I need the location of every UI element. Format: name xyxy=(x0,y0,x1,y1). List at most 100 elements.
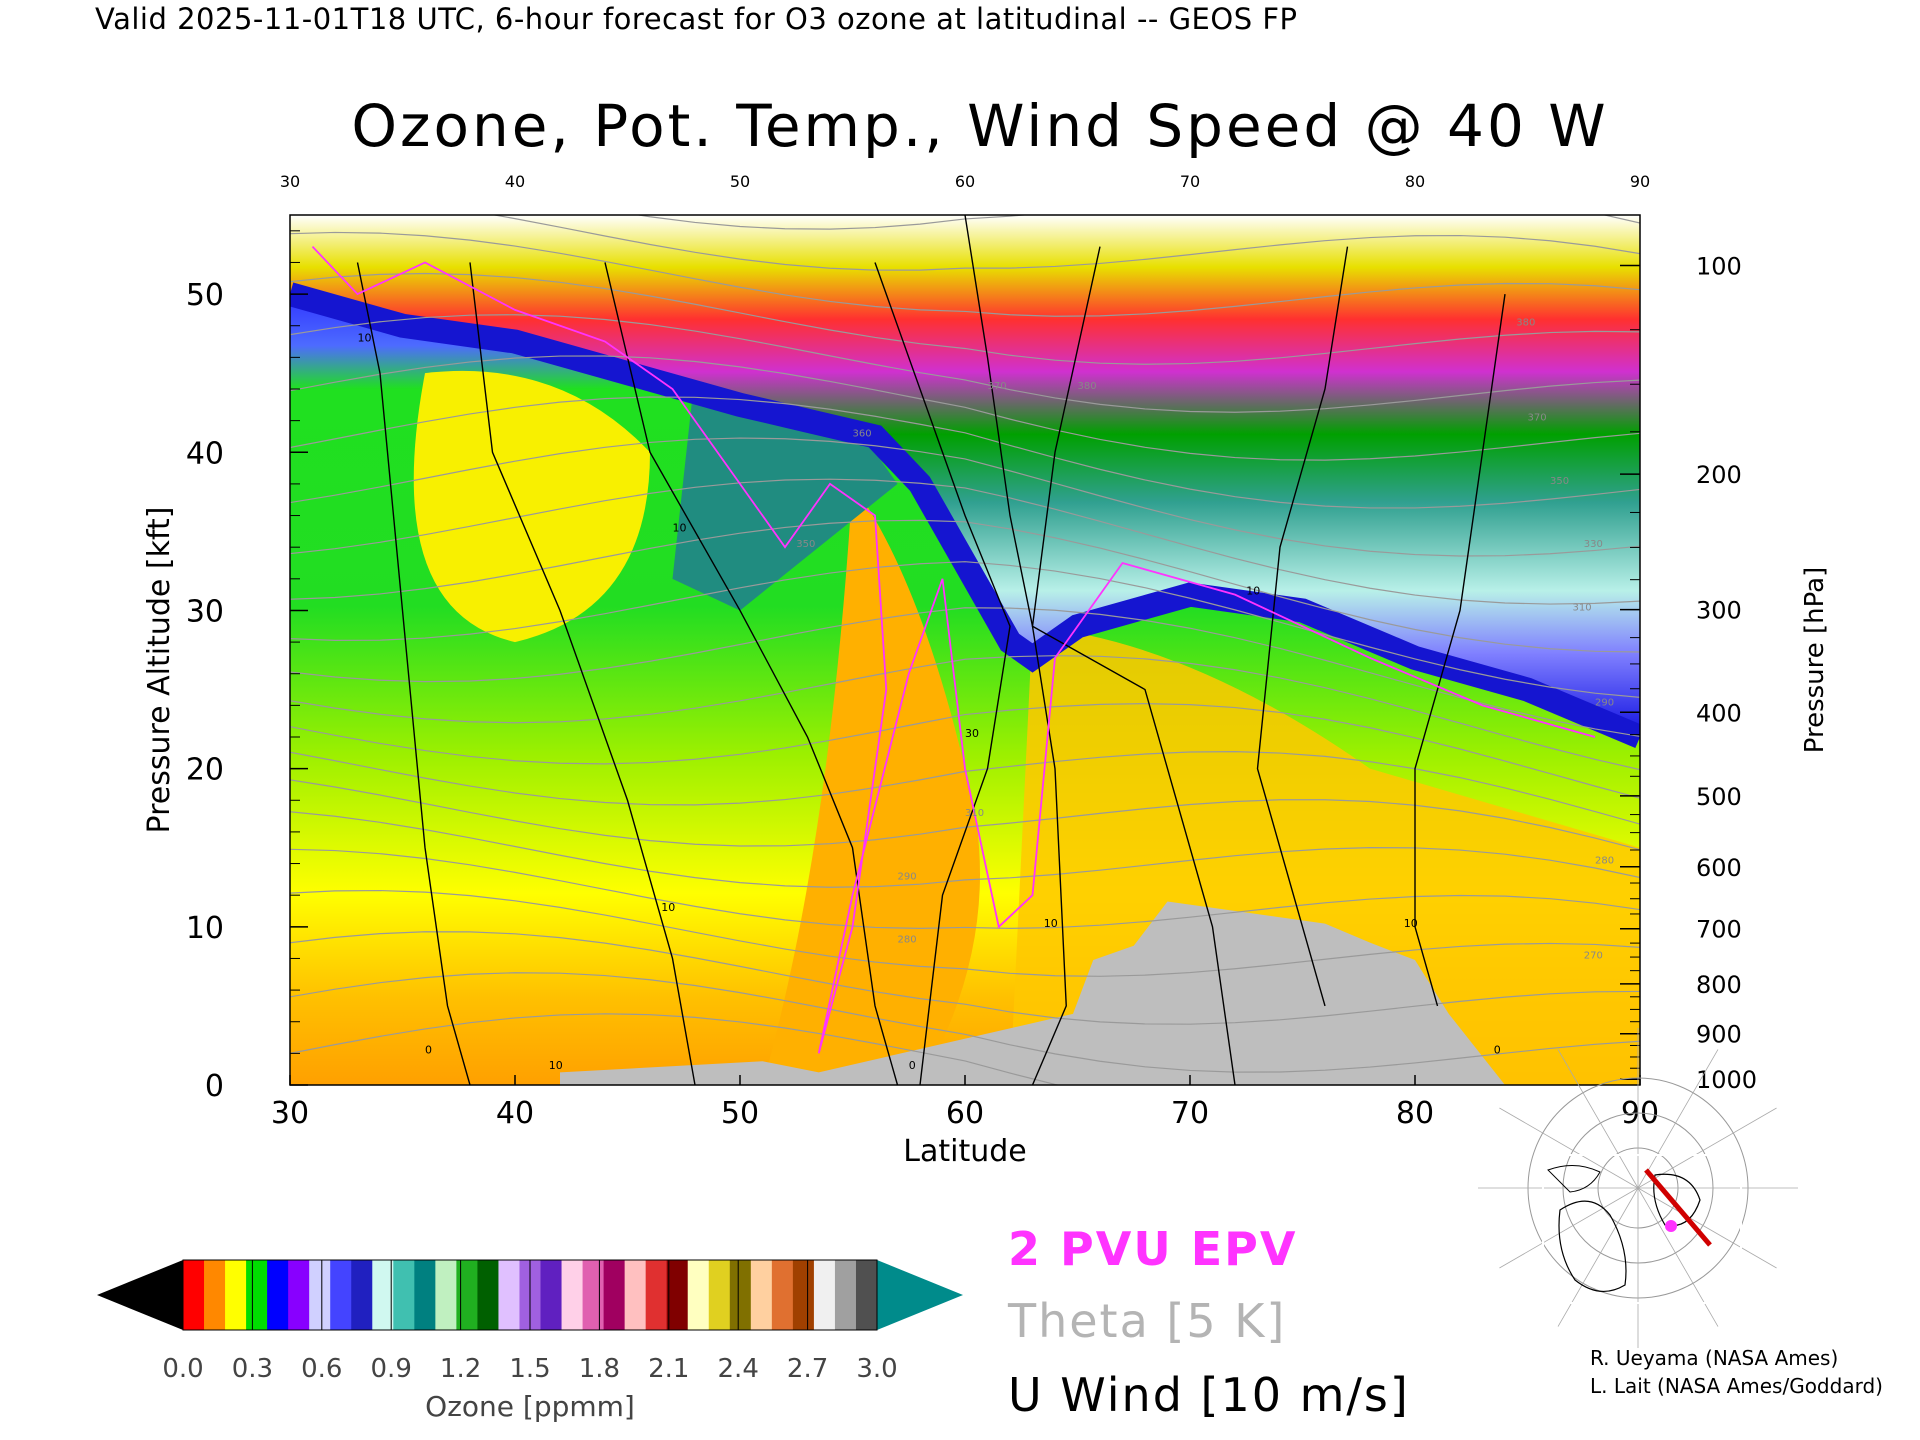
wind-contour-label: 10 xyxy=(1044,917,1058,930)
x-tick-label: 50 xyxy=(721,1096,759,1131)
colorbar-segment xyxy=(477,1260,499,1330)
wind-contour-label: 10 xyxy=(358,332,372,345)
wind-contour-label: 10 xyxy=(549,1059,563,1072)
theta-contour-label: 330 xyxy=(1584,539,1603,550)
theta-contour-label: 310 xyxy=(1573,602,1592,613)
wind-contour-label: 10 xyxy=(1246,585,1260,598)
x-tick-label: 40 xyxy=(496,1096,534,1131)
theta-contour xyxy=(290,655,1640,771)
x-tick-label: 60 xyxy=(946,1096,984,1131)
colorbar-segment xyxy=(771,1260,794,1330)
theta-contour-label: 370 xyxy=(1528,413,1547,424)
u-wind-contour xyxy=(874,262,1011,1085)
theta-contour-label: 280 xyxy=(1595,856,1614,867)
theta-contour xyxy=(290,478,1640,605)
theta-contour xyxy=(290,437,1640,557)
y-tick-label: 10 xyxy=(186,911,224,946)
theta-contour xyxy=(290,355,1640,461)
colorbar-tick-label: 2.7 xyxy=(787,1354,828,1384)
theta-contour-label: 310 xyxy=(965,808,984,819)
colorbar-under-arrow xyxy=(97,1260,183,1330)
colorbar-segment xyxy=(183,1260,205,1330)
colorbar-segment xyxy=(666,1260,689,1330)
locator-coastline xyxy=(1558,1200,1627,1292)
x-top-tick-label: 60 xyxy=(955,172,975,191)
colorbar-segment xyxy=(834,1260,857,1330)
wind-contour-label: 10 xyxy=(673,521,687,534)
locator-coastline xyxy=(1653,1173,1701,1227)
colorbar-segment xyxy=(288,1260,310,1330)
colorbar-segment xyxy=(603,1260,626,1330)
theta-contour-label: 380 xyxy=(1516,318,1535,329)
x-top-tick-label: 80 xyxy=(1405,172,1425,191)
colorbar-segment xyxy=(645,1260,668,1330)
legend-pvu-epv: 2 PVU EPV xyxy=(1008,1222,1298,1276)
ozone-tongue-region xyxy=(762,483,980,1085)
locator-meridian xyxy=(1499,1187,1639,1269)
u-wind-contour xyxy=(356,262,471,1085)
tropopause-band xyxy=(290,282,1640,749)
theta-contour xyxy=(290,889,1640,977)
colorbar-tick-label: 1.8 xyxy=(579,1354,620,1384)
colorbar-segment xyxy=(456,1260,478,1330)
theta-contour xyxy=(290,607,1640,738)
locator-coastline xyxy=(1547,1165,1601,1193)
pressure-tick-label: 400 xyxy=(1696,699,1742,727)
pressure-tick-label: 300 xyxy=(1696,597,1742,625)
x-axis-label: Latitude xyxy=(903,1134,1026,1169)
colorbar-segment xyxy=(309,1260,331,1330)
colorbar-over-arrow xyxy=(877,1260,963,1330)
colorbar-tick-label: 1.2 xyxy=(440,1354,481,1384)
x-top-tick-label: 50 xyxy=(730,172,750,191)
theta-contour-label: 370 xyxy=(988,381,1007,392)
theta-contour-label: 350 xyxy=(1550,476,1569,487)
colorbar-segment xyxy=(414,1260,436,1330)
locator-transect-line xyxy=(1644,1168,1712,1247)
pressure-tick-label: 1000 xyxy=(1696,1066,1757,1094)
theta-contour-label: 360 xyxy=(853,428,872,439)
pressure-tick-label: 900 xyxy=(1696,1021,1742,1049)
theta-contour-label: 350 xyxy=(796,539,815,550)
colorbar-tick-label: 3.0 xyxy=(856,1354,897,1384)
u-wind-contour xyxy=(1256,246,1349,1007)
colorbar-segment xyxy=(855,1260,878,1330)
pvu-contour xyxy=(311,246,1596,1054)
theta-contour-label: 280 xyxy=(898,935,917,946)
colorbar-tick-label: 2.1 xyxy=(648,1354,689,1384)
theta-contour xyxy=(290,231,1640,317)
locator-meridian xyxy=(1637,1049,1719,1189)
header-valid-time: Valid 2025-11-01T18 UTC, 6-hour forecast… xyxy=(95,2,1298,36)
theta-contour xyxy=(290,1013,1061,1085)
colorbar-segment xyxy=(435,1260,457,1330)
locator-marker xyxy=(1665,1220,1677,1232)
colorbar-segment xyxy=(540,1260,563,1330)
wind-contour-label: 0 xyxy=(909,1059,916,1072)
colorbar-segment xyxy=(351,1260,373,1330)
colorbar-segment xyxy=(729,1260,752,1330)
theta-contour-label: 270 xyxy=(1584,950,1603,961)
colorbar-tick-label: 0.0 xyxy=(162,1354,203,1384)
wind-contour-label: 10 xyxy=(1404,917,1418,930)
colorbar-segment xyxy=(330,1260,352,1330)
colorbar-segment xyxy=(225,1260,247,1330)
chart-title: Ozone, Pot. Temp., Wind Speed @ 40 W xyxy=(351,92,1609,160)
theta-contour xyxy=(290,703,1640,799)
colorbar-segment xyxy=(582,1260,605,1330)
colorbar-segment xyxy=(687,1260,710,1330)
pressure-tick-label: 200 xyxy=(1696,461,1742,489)
theta-contour xyxy=(290,561,1640,698)
pressure-tick-label: 600 xyxy=(1696,854,1742,882)
legend-theta: Theta [5 K] xyxy=(1008,1294,1287,1348)
wind-contour-label: 10 xyxy=(661,901,675,914)
pressure-tick-label: 800 xyxy=(1696,971,1742,999)
colorbar-segment xyxy=(204,1260,226,1330)
credit-line-2: L. Lait (NASA Ames/Goddard) xyxy=(1590,1374,1883,1398)
pressure-tick-label: 100 xyxy=(1696,253,1742,281)
theta-contour xyxy=(290,931,1640,1025)
x-top-tick-label: 30 xyxy=(280,172,300,191)
colorbar-label: Ozone [ppmm] xyxy=(425,1390,635,1423)
theta-contour xyxy=(290,272,1640,365)
locator-map-frame xyxy=(1542,1154,1742,1304)
x-top-tick-label: 90 xyxy=(1630,172,1650,191)
